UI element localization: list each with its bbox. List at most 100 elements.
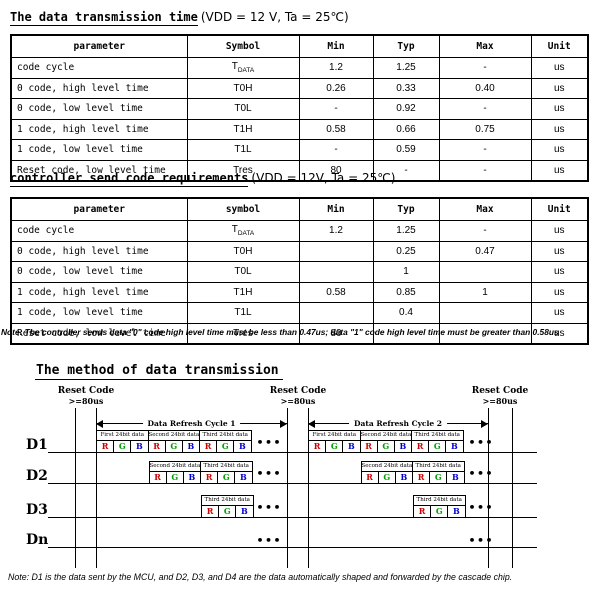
max-cell: - [438, 159, 532, 182]
rgb-cell-g: G [113, 441, 130, 452]
min-cell: 1.2 [298, 57, 374, 79]
table-row: 1 code, low level time T1L 0.4 us [10, 302, 589, 324]
ellipsis-dots: ••• [256, 501, 283, 514]
table-row: code cycle TDATA 1.2 1.25- us [10, 220, 589, 242]
rgb-cell-r: R [205, 472, 213, 482]
column-header: Min [298, 197, 374, 221]
rgb-cell-b: B [394, 472, 412, 483]
data-segment-group: Third 24bit data R G B [201, 495, 254, 518]
typ-cell: 0.92 [372, 98, 440, 120]
segment-label: Third 24bit data [202, 496, 253, 506]
rgb-cell-g: G [217, 472, 234, 483]
signal-line [48, 452, 537, 453]
rgb-cell-b: B [342, 441, 359, 452]
ellipsis-dots: ••• [256, 534, 283, 547]
segment-label: Third 24bit data [201, 462, 252, 472]
rgb-cell-g: G [216, 441, 233, 452]
column-header: Symbol [186, 34, 300, 58]
section2-conditions: (VDD = 12V, Ta = 25℃) [251, 171, 396, 185]
column-header: Min [298, 34, 374, 58]
ellipsis-dots: ••• [468, 534, 495, 547]
symbol-cell: T0L [186, 98, 300, 120]
column-header: Max [438, 34, 532, 58]
rgb-cell-r: R [417, 472, 425, 482]
reset-code-line [287, 408, 288, 568]
min-cell [298, 240, 374, 262]
reset-code-text: Reset Code [471, 386, 529, 396]
unit-cell: us [530, 98, 589, 120]
reset-code-line [75, 408, 76, 568]
data-segment-group: First 24bit data R G B Second 24bit data R G B T… [96, 430, 252, 453]
reset-code-label: Reset Code >=80us [253, 386, 343, 406]
typ-cell: 0.4 [372, 302, 440, 324]
table-header-row: parameter symbol Min Typ Max Unit [10, 197, 589, 221]
rgb-cell-g: G [325, 441, 342, 452]
data-segment: Second 24bit data R G B [359, 430, 412, 453]
column-header: parameter [10, 34, 188, 58]
reset-code-label: Reset Code >=80us [41, 386, 131, 406]
data-segment: Third 24bit data R G B [413, 495, 466, 518]
rgb-cell-b: B [182, 472, 200, 483]
parameter-cell: Reset code, low level time [10, 159, 188, 182]
segment-label: First 24bit data [309, 431, 360, 441]
max-cell: - [438, 98, 532, 120]
rgb-cell-b: B [233, 441, 250, 452]
unit-cell: us [530, 139, 589, 161]
table-row: 1 code, high level time T1H 0.58 0.66 0.75 us [10, 118, 589, 140]
typ-cell: 1.25 [372, 220, 440, 242]
table-row: 0 code, low level time T0L -0.92- us [10, 98, 589, 120]
rgb-cell-b: B [130, 441, 147, 452]
typ-cell: 0.85 [372, 281, 440, 303]
max-cell [438, 261, 532, 283]
segment-label: Third 24bit data [413, 462, 464, 472]
unit-cell: us [530, 302, 589, 324]
section1-conditions: (VDD = 12 V, Ta = 25℃) [200, 10, 349, 24]
symbol-cell: TDATA [186, 57, 300, 79]
min-cell: - [298, 98, 374, 120]
reset-code-line [512, 408, 513, 568]
unit-cell: us [530, 240, 589, 262]
data-segment: Third 24bit data R G B [201, 495, 254, 518]
controller-note: Note: The controller sends data "0" code… [1, 327, 559, 337]
unit-cell: us [530, 322, 589, 345]
data-segment-group: Third 24bit data R G B [413, 495, 466, 518]
parameter-cell: 0 code, low level time [10, 261, 188, 283]
reset-code-text: Reset Code [57, 386, 115, 396]
unit-cell: us [530, 261, 589, 283]
table-header-row: parameter Symbol Min Typ Max Unit [10, 34, 589, 58]
section2-heading: controller send code requirements (VDD = … [10, 169, 395, 187]
reset-code-line [308, 408, 309, 568]
parameter-cell: 1 code, high level time [10, 281, 188, 303]
symbol-subscript: DATA [237, 67, 255, 75]
column-header: parameter [10, 197, 188, 221]
rgb-cell-r: R [153, 441, 160, 451]
parameter-cell: 1 code, high level time [10, 118, 188, 140]
data-segment: Third 24bit data R G B [412, 461, 465, 484]
column-header: Unit [530, 197, 589, 221]
reset-code-line [488, 408, 489, 568]
rgb-cell-b: B [393, 441, 411, 452]
symbol-cell: T0H [186, 77, 300, 99]
typ-cell: 0.66 [372, 118, 440, 140]
parameter-cell: 0 code, high level time [10, 240, 188, 262]
table-row: 1 code, low level time T1L -0.59- us [10, 139, 589, 161]
max-cell [438, 302, 532, 324]
diagram-note: Note: D1 is the data sent by the MCU, an… [8, 572, 513, 582]
rgb-cell-g: G [430, 506, 447, 517]
reset-code-duration: >=80us [68, 396, 104, 406]
min-cell: 80 [298, 159, 374, 182]
typ-cell: 1 [372, 261, 440, 283]
data-transmission-diagram: Reset Code >=80us Reset Code >=80us Reset Co… [0, 383, 600, 571]
rgb-cell-g: G [218, 506, 235, 517]
unit-cell: us [530, 159, 589, 182]
symbol-cell: T1H [186, 281, 300, 303]
rgb-cell-r: R [154, 472, 161, 482]
column-header: Unit [530, 34, 589, 58]
data-transmission-time-table: parameter Symbol Min Typ Max Unit code cycle TD… [10, 34, 589, 182]
